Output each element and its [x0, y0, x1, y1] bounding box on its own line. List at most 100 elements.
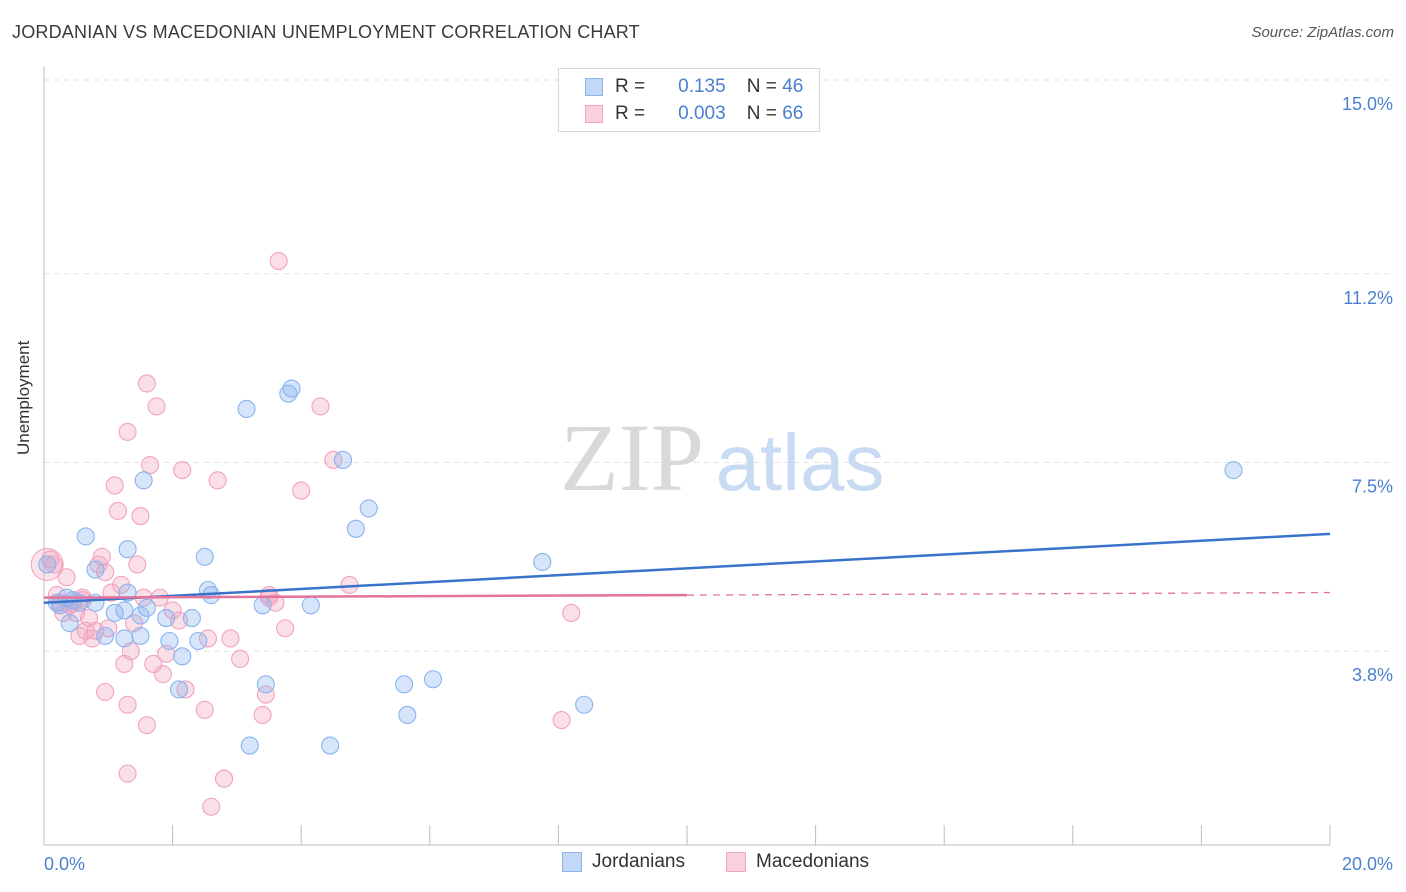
macedonian-point: [221, 629, 240, 648]
jordanian-trend-line: [43, 532, 1331, 604]
jordanian-point: [118, 540, 137, 559]
x-tick-label: 0.0%: [44, 854, 85, 874]
jordanian-point: [60, 614, 79, 633]
legend-n-value: 66: [782, 103, 804, 124]
macedonian-point: [128, 555, 147, 574]
macedonian-point: [30, 548, 64, 581]
macedonian-point: [269, 251, 288, 271]
jordanian-point: [237, 399, 256, 419]
macedonian-points: [30, 251, 581, 816]
y-tick-label: 15.0%: [1342, 94, 1393, 114]
macedonian-point: [176, 680, 195, 699]
jordanian-point: [346, 519, 365, 538]
macedonian-point: [131, 506, 150, 526]
legend-n-label: N =: [746, 76, 777, 97]
y-tick-label: 3.8%: [1352, 665, 1393, 685]
jordanian-point: [195, 547, 214, 566]
y-tick-label: 7.5%: [1352, 477, 1393, 497]
watermark-atlas: atlas: [716, 418, 885, 507]
jordanian-point: [173, 647, 192, 666]
macedonian-point: [137, 716, 156, 735]
jordanian-point: [395, 675, 414, 694]
macedonian-point: [118, 695, 137, 714]
jordanian-point: [240, 736, 259, 755]
jordanian-point: [96, 626, 115, 645]
watermark: ZIP atlas: [560, 404, 884, 511]
jordanian-point: [359, 499, 378, 518]
jordanian-point: [321, 736, 340, 755]
macedonian-point: [153, 665, 173, 684]
macedonian-point: [324, 450, 343, 470]
legend-row-macedonians: R = 0.003 N = 66: [585, 102, 803, 126]
jordanian-point: [189, 631, 208, 651]
jordanian-point: [301, 596, 320, 615]
legend-r-value: 0.003: [678, 103, 726, 124]
macedonian-point: [163, 601, 182, 620]
jordanian-point: [131, 606, 150, 625]
tick-labels: 3.8% 7.5% 11.2% 15.0% 0.0% 20.0%: [44, 94, 1393, 874]
jordanian-point: [256, 675, 275, 694]
macedonian-point: [112, 575, 131, 594]
chart-title: JORDANIAN VS MACEDONIAN UNEMPLOYMENT COR…: [12, 22, 640, 42]
macedonian-point: [41, 550, 60, 569]
source-label: Source: ZipAtlas.com: [1251, 24, 1394, 41]
jordanian-point: [131, 626, 150, 645]
legend-r-value: 0.135: [678, 76, 726, 97]
trend-lines: [43, 532, 1331, 604]
legend-swatch-jordanians: [585, 78, 603, 96]
jordanian-point: [279, 384, 298, 403]
jordanian-points: [38, 379, 1243, 755]
watermark-zip: ZIP: [560, 404, 704, 511]
axes: [43, 66, 1331, 846]
legend-r-label: R =: [615, 103, 646, 124]
jordanian-point: [160, 631, 179, 651]
macedonian-point: [276, 619, 295, 638]
macedonian-point: [118, 422, 137, 441]
macedonian-point: [44, 555, 63, 574]
y-tick-label: 11.2%: [1343, 288, 1393, 308]
macedonian-point: [562, 603, 581, 623]
series-legend-macedonians[interactable]: Macedonians: [726, 851, 869, 873]
macedonian-point: [214, 769, 234, 788]
macedonian-point: [118, 764, 137, 783]
jordanian-point: [76, 527, 95, 546]
macedonian-point: [141, 455, 160, 475]
jordanian-point: [115, 629, 134, 648]
correlation-legend: R = 0.135 N = 46 R = 0.003 N = 66: [558, 68, 820, 132]
legend-swatch-jordanians: [562, 852, 582, 872]
macedonian-point: [147, 397, 166, 416]
jordanian-point: [137, 598, 156, 617]
jordanian-point: [533, 552, 552, 572]
legend-r-label: R =: [615, 76, 646, 97]
series-legend-jordanians[interactable]: Jordanians: [562, 851, 685, 873]
macedonian-trend-extension: [686, 591, 1331, 596]
jordanian-point: [398, 705, 417, 725]
legend-swatch-macedonians: [726, 852, 746, 872]
legend-n-label: N =: [746, 103, 777, 124]
macedonian-point: [202, 797, 221, 816]
macedonian-point: [253, 705, 272, 725]
macedonian-point: [137, 374, 156, 393]
x-tick-label: 20.0%: [1342, 854, 1393, 874]
grid-lines: [44, 79, 1394, 652]
jordanian-point: [575, 695, 594, 714]
macedonian-point: [311, 397, 330, 416]
macedonian-point: [208, 471, 227, 490]
jordanian-point: [282, 379, 301, 398]
jordanian-point: [423, 670, 443, 689]
jordanian-point: [1224, 461, 1243, 480]
macedonian-trend-line: [43, 593, 688, 599]
jordanian-point: [86, 560, 105, 579]
legend-n-value: 46: [782, 76, 804, 97]
macedonian-point: [195, 700, 214, 719]
macedonian-point: [89, 555, 108, 574]
jordanian-point: [333, 450, 353, 470]
macedonian-point: [292, 481, 311, 500]
jordanian-point: [134, 471, 153, 490]
legend-swatch-macedonians: [585, 105, 603, 123]
legend-row-jordanians: R = 0.135 N = 46: [585, 75, 803, 99]
jordanian-point: [157, 608, 176, 628]
jordanian-point: [115, 601, 134, 620]
macedonian-point: [552, 710, 571, 730]
